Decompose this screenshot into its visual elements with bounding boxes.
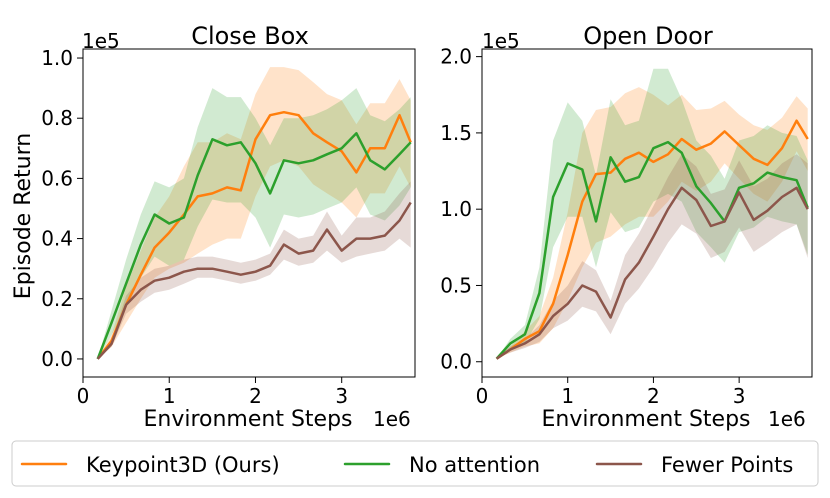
chart-title: Open Door <box>583 22 713 50</box>
series-lines <box>495 119 809 360</box>
y-tick-label: 1.5 <box>440 121 472 145</box>
y-tick-label: 0.5 <box>440 273 472 297</box>
keypoint3d-ours-line <box>96 110 412 360</box>
series-lines <box>96 110 412 360</box>
x-tick-label: 3 <box>733 384 746 408</box>
keypoint3d-ours-line <box>495 119 809 360</box>
close-box-chart: Close Box 1e5 Episode Return Environment… <box>11 22 416 432</box>
y-tick-label: 2.0 <box>440 45 472 69</box>
x-tick-label: 2 <box>249 384 262 408</box>
no-attention-line <box>495 140 809 360</box>
x-tick-label: 2 <box>647 384 660 408</box>
y-ticks: 0.0 0.2 0.4 0.6 0.8 1.0 <box>41 46 83 371</box>
x-multiplier-label: 1e6 <box>768 407 806 431</box>
x-ticks: 0 1 2 3 <box>77 377 348 408</box>
x-tick-label: 3 <box>335 384 348 408</box>
plot-frame <box>481 48 813 378</box>
legend-entry-no-attention: No attention <box>343 453 540 477</box>
legend-entry-keypoint3d: Keypoint3D (Ours) <box>20 453 280 477</box>
legend: Keypoint3D (Ours) No attention Fewer Poi… <box>11 440 819 487</box>
y-tick-label: 1.0 <box>41 46 73 70</box>
y-tick-label: 0.8 <box>41 106 73 130</box>
fewer-points-band <box>496 154 808 359</box>
legend-entry-fewer-points: Fewer Points <box>595 453 793 477</box>
confidence-bands <box>496 68 808 359</box>
x-tick-label: 1 <box>561 384 574 408</box>
legend-label: Fewer Points <box>661 453 793 477</box>
y-axis-label: Episode Return <box>11 133 36 299</box>
y-tick-label: 1.0 <box>440 197 472 221</box>
x-ticks: 0 1 2 3 <box>476 377 746 408</box>
y-tick-label: 0.4 <box>41 227 73 251</box>
x-axis-label: Environment Steps <box>541 407 750 432</box>
legend-label: No attention <box>409 453 540 477</box>
confidence-bands <box>97 67 411 359</box>
y-ticks: 0.0 0.5 1.0 1.5 2.0 <box>440 45 482 374</box>
no-attention-band <box>496 68 808 359</box>
fewer-points-line <box>96 201 412 360</box>
keypoint3d-ours-band <box>496 87 808 359</box>
y-tick-label: 0.0 <box>440 350 472 374</box>
x-tick-label: 0 <box>77 384 90 408</box>
x-multiplier-label: 1e6 <box>373 407 411 431</box>
chart-title: Close Box <box>191 22 309 50</box>
x-tick-label: 1 <box>163 384 176 408</box>
x-axis-label: Environment Steps <box>143 407 352 432</box>
legend-label: Keypoint3D (Ours) <box>86 453 280 477</box>
no-attention-band <box>97 88 411 359</box>
legend-frame <box>11 440 819 487</box>
y-tick-label: 0.6 <box>41 166 73 190</box>
no-attention-line <box>96 132 412 360</box>
fewer-points-line <box>495 186 809 360</box>
x-tick-label: 0 <box>476 384 489 408</box>
y-tick-label: 0.0 <box>41 347 73 371</box>
y-tick-label: 0.2 <box>41 287 73 311</box>
fewer-points-band <box>97 181 411 359</box>
plot-frame <box>82 48 416 378</box>
keypoint3d-ours-band <box>97 67 411 359</box>
